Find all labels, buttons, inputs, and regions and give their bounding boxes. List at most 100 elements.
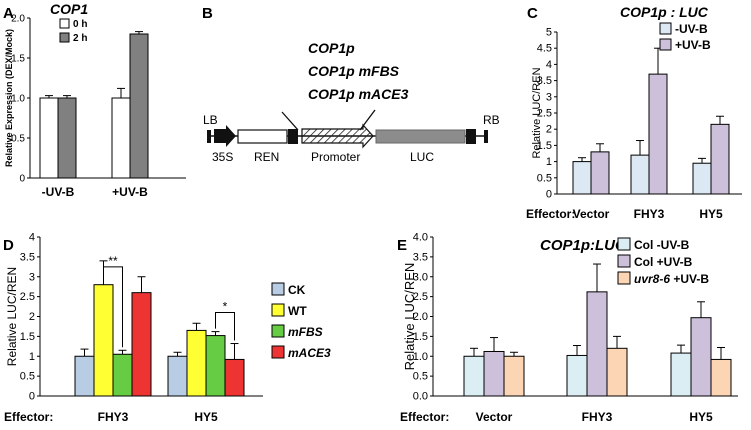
legend-swatch	[271, 303, 285, 317]
x-axis-prefix: Effector:	[526, 207, 575, 221]
bar	[690, 317, 712, 397]
bar	[57, 97, 77, 179]
y-tick-label: 0.5	[11, 134, 25, 145]
chart-panel-e: 0.0 0.5 1.0 1.5 2.0 2.5 3.0 3.5 4.0 Relative LUC/…	[400, 232, 738, 424]
legend-label: -UV-B	[675, 22, 708, 36]
x-tick-label: Vector	[573, 207, 610, 221]
legend-label: 2 h	[73, 33, 87, 44]
diagram-label-promoter: Promoter	[311, 150, 360, 164]
legend-label: mACE3	[288, 346, 331, 360]
y-tick-label: 1.0	[11, 94, 25, 105]
bar	[710, 358, 732, 397]
x-tick-label: +UV-B	[112, 185, 148, 199]
bar	[131, 292, 152, 397]
chart-title: COP1	[50, 1, 88, 17]
bar	[606, 347, 628, 397]
x-tick-label: HY5	[689, 410, 713, 424]
legend-label: Col -UV-B	[634, 238, 690, 252]
ren-box	[237, 129, 288, 144]
construct-label-1: COP1p	[308, 40, 355, 56]
bar	[112, 353, 133, 397]
x-tick-label: FHY3	[634, 207, 665, 221]
y-tick-label: 3	[29, 271, 35, 283]
promoter-arrow	[301, 123, 374, 149]
panel-letter-e: E	[397, 237, 407, 254]
y-tick-label: 0.0	[413, 391, 428, 403]
legend-label: +UV-B	[675, 38, 711, 52]
legend-swatch	[271, 345, 285, 359]
legend-label: mFBS	[288, 325, 323, 339]
panel-letter-a: A	[3, 5, 14, 22]
legend-swatch	[271, 282, 285, 296]
legend-swatch	[271, 324, 285, 338]
y-tick-label: 0.5	[20, 371, 35, 383]
bar	[572, 161, 592, 195]
y-tick-label: 3	[546, 91, 552, 103]
y-axis-label: Relative LUC/REN	[5, 267, 19, 366]
diagram-label-ren: REN	[254, 150, 279, 164]
bar	[670, 352, 692, 397]
x-tick-label: -UV-B	[42, 185, 75, 199]
bar	[586, 291, 608, 397]
legend-swatch	[59, 32, 70, 43]
y-axis-label: Relative LUC/REN	[531, 67, 543, 158]
y-tick-label: 1.5	[11, 54, 25, 65]
y-tick-label: 3.5	[413, 251, 428, 263]
bar	[692, 162, 712, 195]
legend-label: CK	[288, 283, 306, 297]
chart-panel-a: 0 0.5 1.0 1.5 2.0 Relative Expression (DEX/Mo…	[4, 1, 186, 199]
bar	[39, 97, 59, 179]
y-tick-label: 3.0	[413, 271, 428, 283]
chart-panel-d: 0 0.5 1 1.5 2 2.5 3 3.5 4 Relative LUC/REN Effecto…	[4, 232, 331, 425]
legend-swatch	[659, 22, 672, 35]
significance-bracket	[103, 266, 123, 348]
bar	[648, 73, 668, 195]
y-tick-label: 2.5	[537, 108, 552, 120]
bar	[483, 350, 505, 397]
construct-label-2: COP1p mFBS	[308, 63, 400, 79]
legend-swatch	[617, 271, 631, 285]
panel-letter-d: D	[3, 237, 14, 254]
y-tick-label: 1.5	[537, 140, 552, 152]
y-tick-label: 1.5	[413, 331, 428, 343]
35s-promoter-arrow	[214, 125, 236, 147]
bar	[205, 335, 226, 397]
y-tick-label: 4.5	[537, 43, 552, 55]
y-tick-label: 4	[29, 232, 35, 244]
x-tick-label: FHY3	[582, 410, 613, 424]
y-tick-label: 2	[29, 311, 35, 323]
x-tick-label: FHY3	[98, 410, 129, 424]
chart-title: COP1p : LUC	[620, 4, 709, 20]
y-tick-label: 1	[546, 156, 552, 168]
y-tick-label: 0	[546, 189, 552, 201]
y-tick-label: 0	[19, 174, 25, 185]
significance-label: **	[108, 254, 118, 268]
y-tick-label: 5	[546, 27, 552, 39]
bar	[167, 355, 188, 397]
y-tick-label: 2	[546, 124, 552, 136]
y-tick-label: 4	[546, 59, 552, 71]
bar	[503, 355, 525, 397]
rb-label: RB	[483, 113, 500, 127]
callout-line-right	[359, 109, 376, 131]
y-tick-label: 2.5	[20, 291, 35, 303]
chart-panel-c: 0 0.5 1 1.5 2 2.5 3 3.5 4 4.5 5 Relative LUC/REN COP…	[526, 4, 742, 221]
bar	[590, 151, 610, 195]
legend-swatch	[59, 18, 70, 29]
x-tick-label: HY5	[699, 207, 723, 221]
x-tick-label: HY5	[194, 410, 218, 424]
panel-letter-b: B	[202, 5, 213, 22]
x-axis-prefix: Effector:	[400, 410, 449, 424]
y-axis-label: Relative Expression (DEX/Mock)	[4, 29, 14, 167]
diagram-label-luc: LUC	[410, 150, 434, 164]
significance-bracket	[215, 312, 235, 341]
y-tick-label: 2.0	[413, 311, 428, 323]
bar	[566, 354, 588, 397]
bar	[463, 355, 485, 397]
lb-border	[207, 130, 211, 143]
y-tick-label: 1.0	[413, 351, 428, 363]
bar	[111, 97, 131, 179]
legend-label: 0 h	[73, 19, 87, 30]
legend-label: WT	[288, 304, 307, 318]
